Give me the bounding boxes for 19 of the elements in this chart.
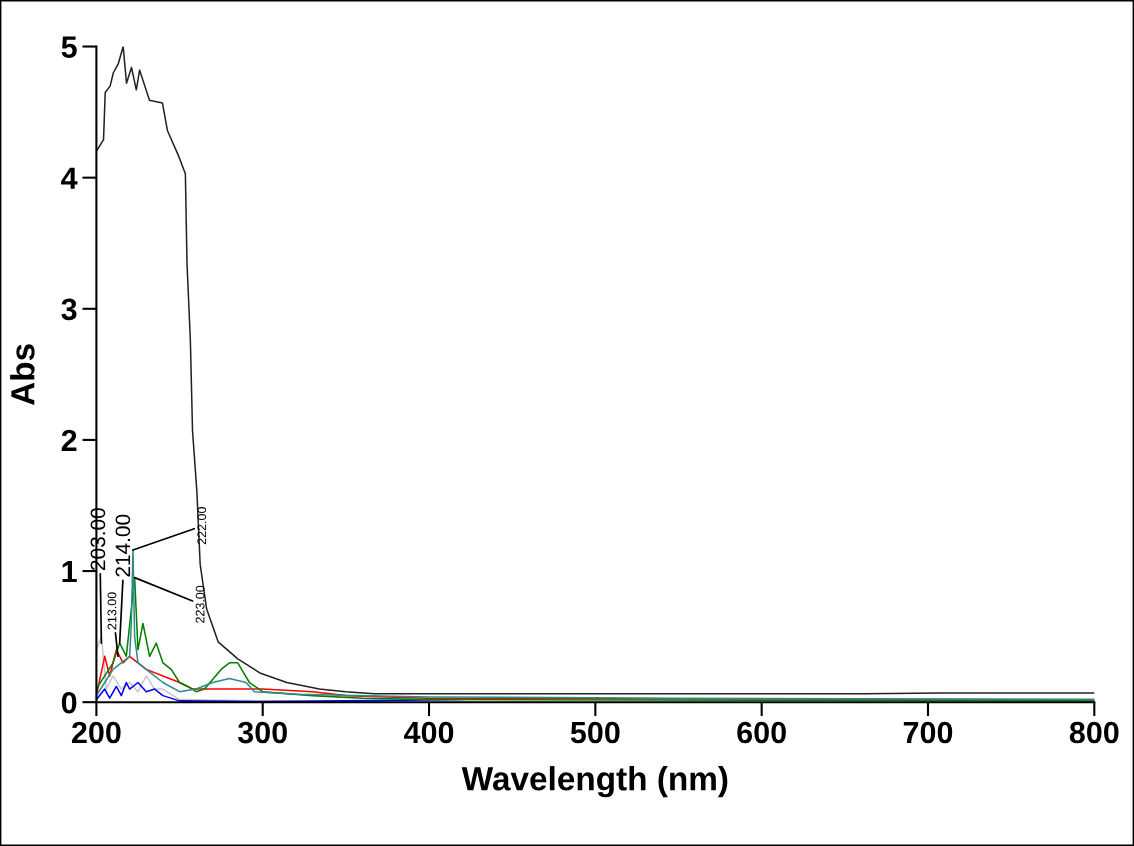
x-axis-title: Wavelength (nm) (461, 766, 728, 798)
annotation: 223.00 (195, 585, 205, 623)
y-tick-label: 2 (61, 429, 77, 451)
x-tick-label: 700 (903, 721, 953, 744)
y-tick-label: 0 (61, 691, 77, 714)
annotation: 222.00 (197, 507, 207, 545)
x-tick-label: 500 (570, 721, 620, 744)
y-axis-title: Abs (10, 344, 35, 406)
y-tick-label: 4 (61, 167, 78, 189)
x-tick-label: 300 (237, 721, 287, 744)
x-tick-label: 800 (1069, 721, 1119, 744)
x-tick-label: 400 (404, 721, 454, 744)
x-tick-label: 600 (737, 721, 786, 744)
y-tick-label: 5 (61, 36, 77, 58)
y-tick-label: 3 (61, 298, 77, 321)
annotation: 214.00 (115, 514, 131, 577)
annotation: 213.00 (107, 592, 117, 630)
y-tick-label: 1 (62, 561, 77, 583)
x-tick-label: 200 (71, 721, 121, 744)
